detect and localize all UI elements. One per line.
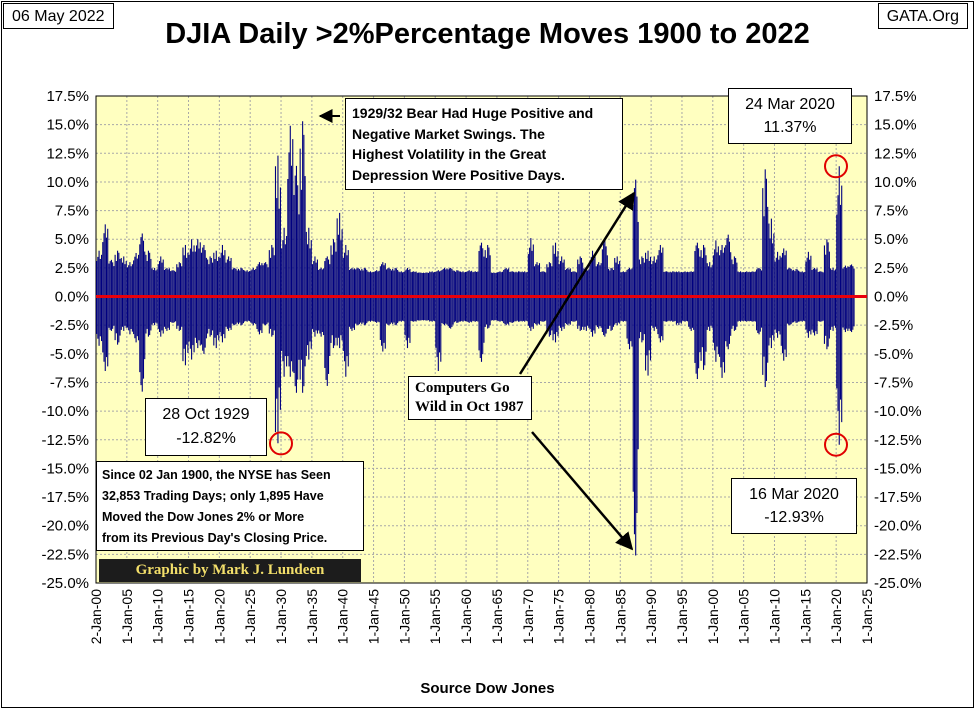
oct1929-callout: 28 Oct 1929 -12.82% <box>145 398 267 456</box>
callout-value: -12.82% <box>176 430 236 447</box>
y-tick-label-left: -15.0% <box>41 460 89 477</box>
x-tick-label: 1-Jan-10 <box>766 589 782 644</box>
y-tick-label-left: 10.0% <box>46 174 89 191</box>
y-tick-label-left: -10.0% <box>41 403 89 420</box>
x-tick-label: 1-Jan-15 <box>181 589 197 644</box>
y-tick-label-right: -17.5% <box>874 489 922 506</box>
x-tick-label: 1-Jan-70 <box>520 589 536 644</box>
y-tick-label-right: -12.5% <box>874 432 922 449</box>
callout-date: 16 Mar 2020 <box>749 486 839 503</box>
x-tick-label: 1-Jan-10 <box>150 589 166 644</box>
nyse-note-line: from its Previous Day's Closing Price. <box>102 531 328 545</box>
x-tick-label: 1-Jan-30 <box>273 589 289 644</box>
x-tick-label: 1-Jan-40 <box>335 589 351 644</box>
x-tick-label: 1-Jan-95 <box>674 589 690 644</box>
depression-note-line: 1929/32 Bear Had Huge Positive and <box>352 105 594 121</box>
y-tick-label-right: -22.5% <box>874 546 922 563</box>
y-tick-label-left: -25.0% <box>41 575 89 592</box>
depression-note-line: Highest Volatility in the Great <box>352 146 547 162</box>
y-tick-label-left: 12.5% <box>46 145 89 162</box>
y-tick-label-right: 5.0% <box>874 231 908 248</box>
y-tick-label-right: -7.5% <box>874 374 913 391</box>
y-tick-label-left: -2.5% <box>50 317 89 334</box>
callout-value: -12.93% <box>764 509 824 526</box>
plot-border <box>95 95 868 584</box>
x-tick-label: 1-Jan-45 <box>366 589 382 644</box>
x-tick-label: 1-Jan-60 <box>458 589 474 644</box>
y-tick-label-right: 15.0% <box>874 117 917 134</box>
nyse-note-line: Since 02 Jan 1900, the NYSE has Seen <box>102 468 331 482</box>
y-tick-label-right: -5.0% <box>874 346 913 363</box>
nyse-note-line: Moved the Dow Jones 2% or More <box>102 510 305 524</box>
x-tick-label: 1-Jan-55 <box>427 589 443 644</box>
chart-title: DJIA Daily >2%Percentage Moves 1900 to 2… <box>165 18 810 50</box>
x-tick-label: 1-Jan-00 <box>705 589 721 644</box>
computers-arrow-up <box>518 191 636 375</box>
x-tick-label: 1-Jan-15 <box>797 589 813 644</box>
computers-note-line: Wild in Oct 1987 <box>415 399 524 415</box>
y-tick-label-left: 7.5% <box>55 203 89 220</box>
bar-series <box>96 121 855 556</box>
x-tick-label: 1-Jan-90 <box>643 589 659 644</box>
y-tick-label-right: 2.5% <box>874 260 908 277</box>
y-tick-label-right: -2.5% <box>874 317 913 334</box>
computers-note-line: Computers Go <box>415 380 510 396</box>
x-tick-label: 1-Jan-65 <box>489 589 505 644</box>
mar2020-up-marker <box>824 154 848 179</box>
y-tick-label-left: -5.0% <box>50 346 89 363</box>
x-tick-label: 1-Jan-75 <box>551 589 567 644</box>
nyse-note: Since 02 Jan 1900, the NYSE has Seen 32,… <box>96 461 364 551</box>
y-tick-label-right: 7.5% <box>874 203 908 220</box>
y-tick-label-right: -15.0% <box>874 460 922 477</box>
callout-value: 11.37% <box>763 119 817 136</box>
nyse-note-line: 32,853 Trading Days; only 1,895 Have <box>102 489 324 503</box>
x-tick-label: 1-Jan-20 <box>828 589 844 644</box>
depression-note-line: Depression Were Positive Days. <box>352 166 565 183</box>
x-tick-label: 1-Jan-35 <box>304 589 320 644</box>
x-tick-label: 1-Jan-80 <box>581 589 597 644</box>
y-tick-label-left: 5.0% <box>55 231 89 248</box>
mar2020-down-marker <box>824 432 848 457</box>
x-tick-label: 1-Jan-50 <box>396 589 412 644</box>
x-tick-label: 1-Jan-25 <box>242 589 258 644</box>
y-tick-label-right: 10.0% <box>874 174 917 191</box>
x-tick-label: 1-Jan-85 <box>612 589 628 644</box>
y-tick-label-left: -20.0% <box>41 518 89 535</box>
y-tick-label-left: -7.5% <box>50 374 89 391</box>
x-tick-label: 1-Jan-25 <box>859 589 875 644</box>
x-tick-label: 1-Jan-05 <box>119 589 135 644</box>
y-tick-label-left: -22.5% <box>41 546 89 563</box>
y-tick-label-left: 0.0% <box>55 289 89 306</box>
depression-note: 1929/32 Bear Had Huge Positive and Negat… <box>345 98 623 190</box>
oct1929-marker <box>269 431 293 456</box>
computers-arrow-down <box>531 431 634 551</box>
y-tick-label-left: 2.5% <box>55 260 89 277</box>
date-stamp: 06 May 2022 <box>3 3 114 29</box>
mar2020-down-callout: 16 Mar 2020 -12.93% <box>731 478 857 534</box>
y-tick-label-right: 0.0% <box>874 289 908 306</box>
y-tick-label-right: 17.5% <box>874 88 917 105</box>
credit-badge: Graphic by Mark J. Lundeen <box>99 559 361 582</box>
x-axis-title: Source Dow Jones <box>420 680 555 697</box>
y-tick-label-right: -25.0% <box>874 575 922 592</box>
y-tick-label-left: 17.5% <box>46 88 89 105</box>
y-tick-label-left: -12.5% <box>41 432 89 449</box>
computers-note: Computers Go Wild in Oct 1987 <box>408 376 532 420</box>
y-tick-label-right: -20.0% <box>874 518 922 535</box>
callout-date: 24 Mar 2020 <box>745 96 835 113</box>
x-tick-label: 1-Jan-05 <box>736 589 752 644</box>
y-tick-label-left: -17.5% <box>41 489 89 506</box>
x-tick-label: 2-Jan-00 <box>88 589 104 644</box>
x-tick-label: 1-Jan-20 <box>211 589 227 644</box>
y-tick-label-right: 12.5% <box>874 145 917 162</box>
y-tick-label-right: -10.0% <box>874 403 922 420</box>
callout-date: 28 Oct 1929 <box>162 406 250 423</box>
depression-note-line: Negative Market Swings. The <box>352 125 545 142</box>
mar2020-up-callout: 24 Mar 2020 11.37% <box>728 88 852 144</box>
brand-label: GATA.Org <box>877 3 968 29</box>
y-tick-label-left: 15.0% <box>46 117 89 134</box>
